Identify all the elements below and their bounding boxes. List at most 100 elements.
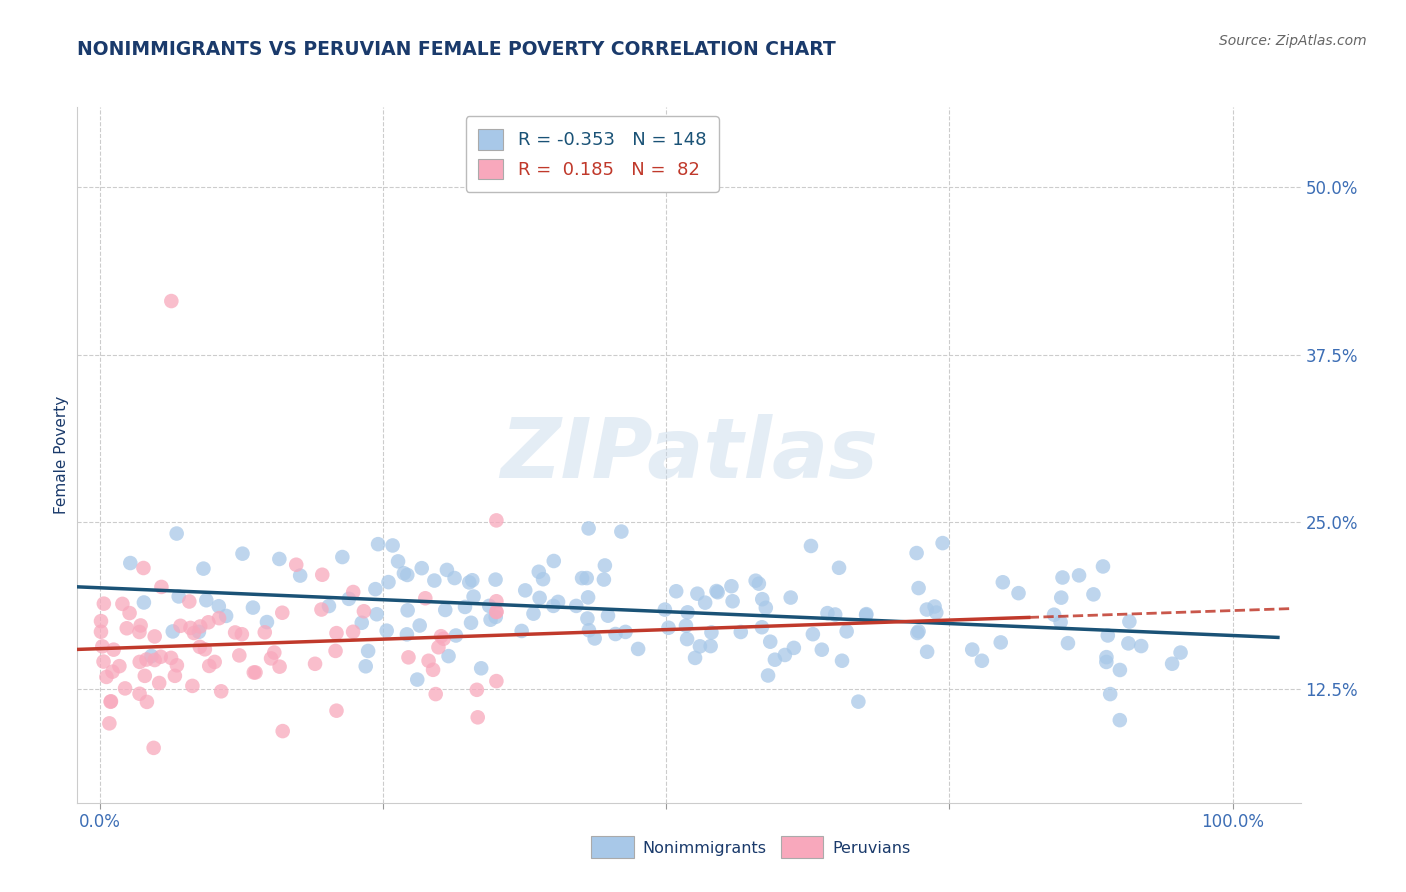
Point [593, 573, 616, 587]
Point [855, 608, 877, 623]
Point [1007, 586, 1029, 600]
Point [183, 626, 205, 640]
Point [93, 655, 115, 669]
Point [271, 606, 294, 620]
Point [751, 592, 773, 607]
Point [167, 590, 190, 604]
Point [1057, 636, 1080, 650]
Point [970, 654, 993, 668]
Point [627, 642, 650, 657]
Point [111, 597, 134, 611]
Point [149, 649, 172, 664]
Point [695, 596, 717, 610]
Point [179, 621, 201, 635]
Point [699, 639, 721, 653]
Text: ZIPatlas: ZIPatlas [501, 415, 877, 495]
Point [576, 591, 599, 605]
Y-axis label: Female Poverty: Female Poverty [53, 396, 69, 514]
Point [824, 607, 846, 622]
Point [1118, 636, 1140, 650]
Point [90, 624, 112, 639]
Point [188, 619, 211, 633]
Point [142, 740, 165, 755]
Point [132, 595, 155, 609]
Point [907, 581, 929, 595]
Point [228, 648, 250, 663]
Point [367, 537, 389, 551]
Point [423, 574, 446, 588]
Point [478, 599, 501, 613]
Point [409, 618, 432, 632]
Point [485, 605, 508, 619]
Point [150, 580, 173, 594]
Point [467, 710, 489, 724]
Point [811, 642, 834, 657]
Point [108, 659, 131, 673]
Point [209, 684, 232, 698]
Point [915, 602, 938, 616]
Point [543, 554, 565, 568]
Point [583, 632, 606, 646]
Point [337, 591, 360, 606]
Point [531, 572, 554, 586]
Point [114, 681, 136, 696]
Point [101, 665, 124, 679]
Point [1118, 615, 1140, 629]
Text: Nonimmigrants: Nonimmigrants [643, 840, 766, 855]
Point [720, 579, 742, 593]
Point [342, 624, 364, 639]
Point [565, 599, 588, 613]
Point [375, 624, 398, 638]
Point [148, 676, 170, 690]
Point [134, 669, 156, 683]
Text: NONIMMIGRANTS VS PERUVIAN FEMALE POVERTY CORRELATION CHART: NONIMMIGRANTS VS PERUVIAN FEMALE POVERTY… [77, 40, 837, 59]
Point [485, 513, 508, 527]
Point [387, 554, 409, 568]
Point [801, 627, 824, 641]
Point [103, 642, 125, 657]
Point [260, 651, 283, 665]
Point [304, 657, 326, 671]
Point [485, 674, 508, 689]
Point [907, 624, 929, 639]
Point [683, 651, 706, 665]
Point [132, 561, 155, 575]
Point [485, 610, 508, 624]
Point [470, 661, 492, 675]
Point [484, 573, 506, 587]
Point [242, 600, 264, 615]
Point [706, 585, 728, 599]
Point [515, 583, 537, 598]
Point [93, 597, 115, 611]
Point [188, 640, 211, 654]
Point [436, 563, 458, 577]
Point [1170, 646, 1192, 660]
Point [1067, 568, 1090, 582]
Point [128, 687, 150, 701]
Point [413, 591, 436, 606]
Point [422, 663, 444, 677]
Point [208, 599, 231, 614]
Point [179, 594, 201, 608]
Point [831, 654, 853, 668]
Point [748, 576, 770, 591]
Point [593, 558, 616, 573]
Legend: R = -0.353   N = 148, R =  0.185   N =  82: R = -0.353 N = 148, R = 0.185 N = 82 [465, 116, 718, 192]
Point [215, 608, 238, 623]
Point [1097, 628, 1119, 642]
Point [98, 716, 121, 731]
Point [1108, 713, 1130, 727]
Point [1049, 615, 1071, 629]
Point [100, 695, 122, 709]
Point [163, 669, 186, 683]
Point [454, 599, 477, 614]
Point [377, 575, 399, 590]
Point [1043, 607, 1066, 622]
Point [311, 567, 333, 582]
Point [1095, 650, 1118, 665]
Text: Source: ZipAtlas.com: Source: ZipAtlas.com [1219, 34, 1367, 48]
Point [396, 568, 419, 582]
Point [744, 574, 766, 588]
Point [960, 642, 983, 657]
Point [311, 602, 333, 616]
